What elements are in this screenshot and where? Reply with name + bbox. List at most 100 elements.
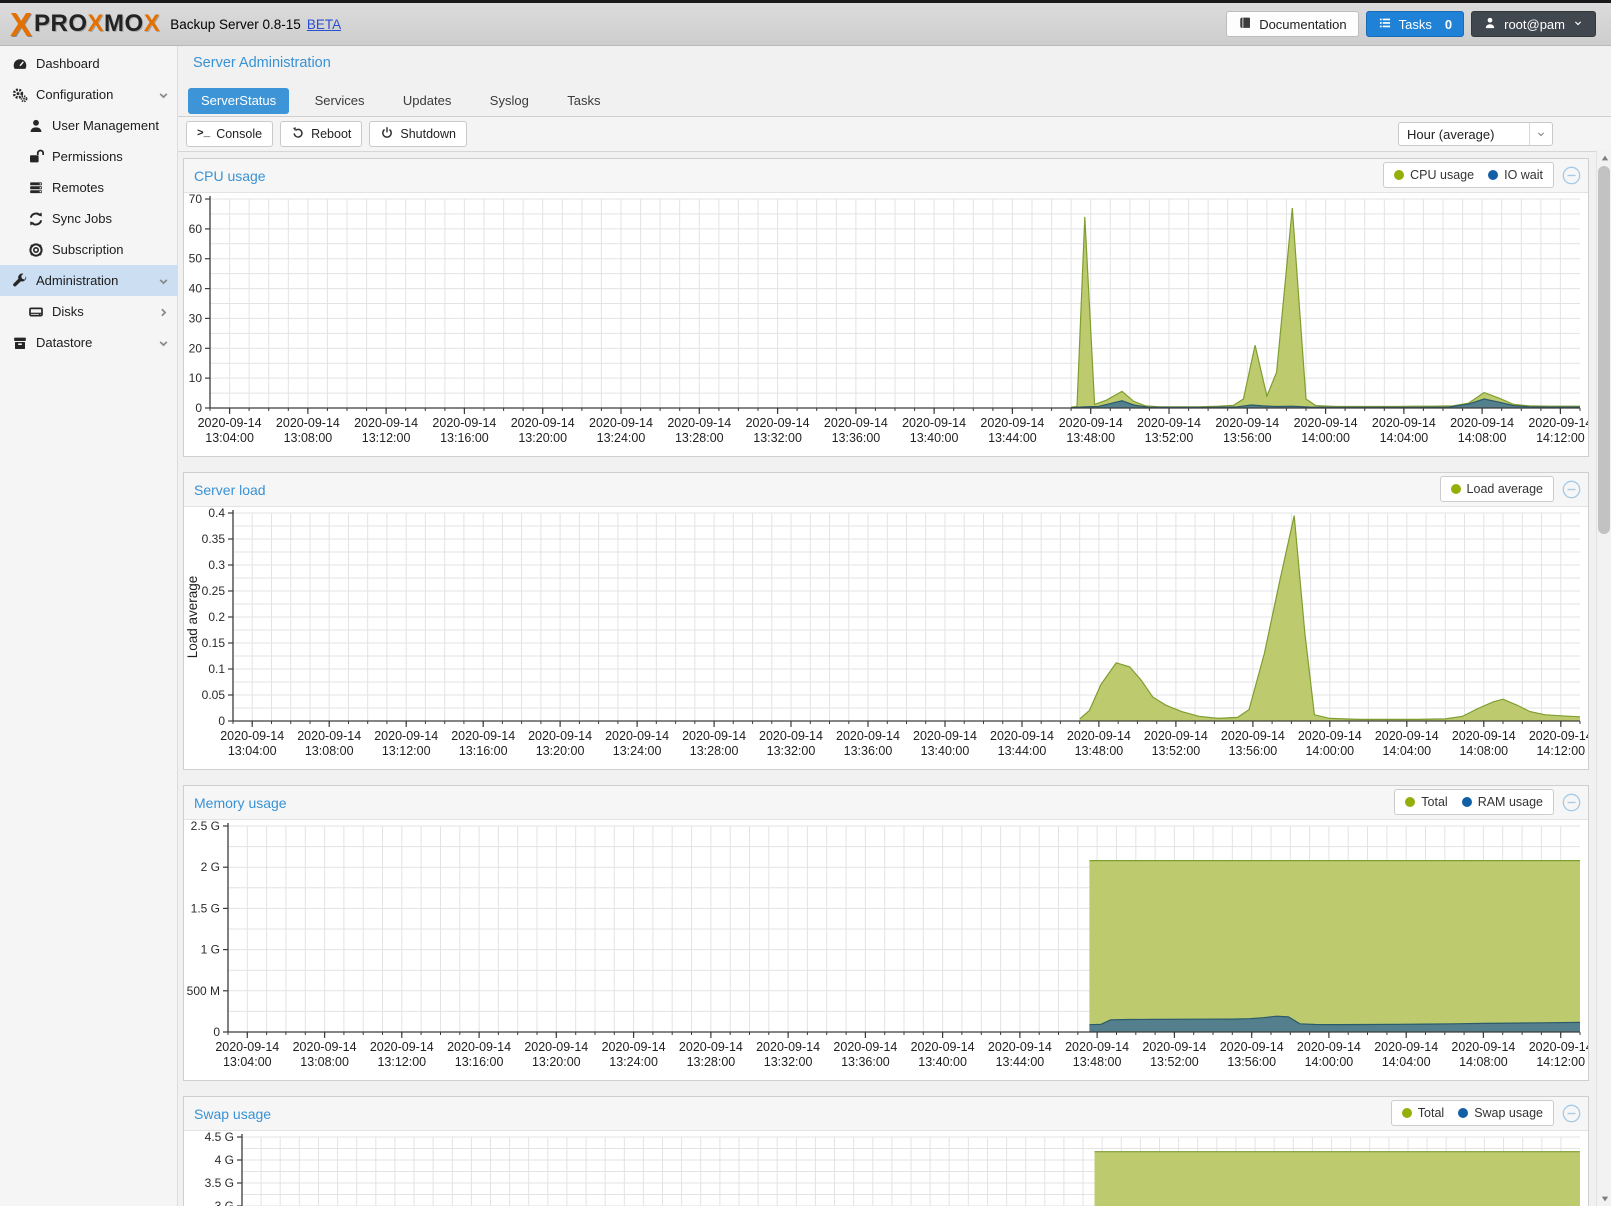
wrench-icon [12,273,28,289]
svg-text:2020-09-14: 2020-09-14 [1142,1040,1206,1054]
sidebar-item-disks[interactable]: Disks [0,296,177,327]
svg-text:4.5 G: 4.5 G [205,1131,234,1144]
top-bar: X PRO X MO X Backup Server 0.8-15 BETA Docu… [0,0,1611,46]
tab-services[interactable]: Services [314,93,365,108]
collapse-panel-icon[interactable] [1562,1104,1581,1123]
svg-text:0: 0 [218,714,225,728]
sidebar-item-sync-jobs[interactable]: Sync Jobs [0,203,177,234]
reboot-button[interactable]: Reboot [280,121,363,147]
legend-item[interactable]: CPU usage [1394,168,1474,182]
sidebar-item-remotes[interactable]: Remotes [0,172,177,203]
tab-tasks[interactable]: Tasks [567,93,601,108]
svg-text:2020-09-14: 2020-09-14 [1529,729,1588,743]
tab-syslog[interactable]: Syslog [489,93,529,108]
tasks-button[interactable]: Tasks 0 [1365,11,1465,37]
collapse-panel-icon[interactable] [1562,166,1581,185]
sidebar-item-administration[interactable]: Administration [0,265,177,296]
documentation-button[interactable]: Documentation [1226,11,1359,37]
gears-icon [12,87,28,103]
product-title: Backup Server 0.8-15 [170,16,301,32]
svg-text:13:36:00: 13:36:00 [844,744,893,758]
svg-text:2020-09-14: 2020-09-14 [1144,729,1208,743]
legend-dot-icon [1458,1108,1469,1118]
tab-updates[interactable]: Updates [402,93,452,108]
svg-text:14:00:00: 14:00:00 [1301,431,1350,445]
svg-text:2020-09-14: 2020-09-14 [679,1040,743,1054]
sidebar-item-user-management[interactable]: User Management [0,110,177,141]
chevron-down-icon[interactable] [1529,123,1552,145]
legend-item[interactable]: Swap usage [1458,1106,1543,1120]
svg-text:14:08:00: 14:08:00 [1458,431,1507,445]
chevron-down-icon [158,89,169,100]
svg-text:13:48:00: 13:48:00 [1073,1055,1122,1069]
sidebar-item-dashboard[interactable]: Dashboard [0,48,177,79]
svg-text:2020-09-14: 2020-09-14 [447,1040,511,1054]
toolbar: >_ Console Reboot Shutdown Hour (average… [178,117,1611,152]
cpu-usage-chart: 0 10 20 30 40 50 60 70 2020-09-14 13:04:00 2020-09… [184,193,1588,456]
svg-text:2020-09-14: 2020-09-14 [1059,416,1123,430]
panel-server-load: Server load Load average 0 0.05 0.1 0.15 0.2… [183,472,1589,770]
svg-text:2020-09-14: 2020-09-14 [293,1040,357,1054]
scroll-up-arrow[interactable] [1597,150,1611,165]
legend-item[interactable]: Total [1405,795,1448,809]
collapse-panel-icon[interactable] [1562,793,1581,812]
legend-item[interactable]: IO wait [1488,168,1543,182]
svg-text:2020-09-14: 2020-09-14 [602,1040,666,1054]
legend-item[interactable]: Total [1401,1106,1444,1120]
swap-usage-legend: Total Swap usage [1390,1100,1554,1126]
legend-item[interactable]: RAM usage [1461,795,1543,809]
sidebar-item-datastore[interactable]: Datastore [0,327,177,358]
sidebar-item-subscription[interactable]: Subscription [0,234,177,265]
svg-text:13:56:00: 13:56:00 [1229,744,1278,758]
svg-text:1.5 G: 1.5 G [191,901,220,915]
svg-text:2020-09-14: 2020-09-14 [836,729,900,743]
datastore-icon [12,335,28,351]
legend-item[interactable]: Load average [1450,482,1543,496]
svg-text:2020-09-14: 2020-09-14 [911,1040,975,1054]
scroll-down-arrow[interactable] [1597,1191,1611,1206]
svg-text:60: 60 [189,222,203,236]
scrollbar-thumb[interactable] [1598,166,1610,534]
svg-text:2 G: 2 G [201,860,220,874]
svg-text:13:32:00: 13:32:00 [764,1055,813,1069]
task-list-icon [1378,16,1392,33]
sidebar-item-permissions[interactable]: Permissions [0,141,177,172]
panel-title-cpu-usage: CPU usage [194,167,266,184]
svg-text:2020-09-14: 2020-09-14 [374,729,438,743]
server-load-legend: Load average [1439,476,1554,502]
server-list-icon [28,180,44,196]
svg-text:13:08:00: 13:08:00 [305,744,354,758]
sync-icon [28,211,44,227]
svg-text:0.35: 0.35 [202,532,226,546]
vertical-scrollbar[interactable] [1596,150,1611,1206]
sidebar-item-configuration[interactable]: Configuration [0,79,177,110]
svg-text:13:04:00: 13:04:00 [223,1055,272,1069]
svg-text:2020-09-14: 2020-09-14 [1451,1040,1515,1054]
svg-text:30: 30 [189,311,203,325]
beta-link[interactable]: BETA [306,16,342,32]
svg-text:13:28:00: 13:28:00 [687,1055,736,1069]
svg-text:13:40:00: 13:40:00 [921,744,970,758]
legend-dot-icon [1488,170,1499,180]
svg-text:14:12:00: 14:12:00 [1536,1055,1585,1069]
power-icon [380,126,394,143]
svg-text:10: 10 [189,371,203,385]
user-menu-button[interactable]: root@pam [1471,11,1596,37]
collapse-panel-icon[interactable] [1562,480,1581,499]
server-load-chart: 0 0.05 0.1 0.15 0.2 0.25 0.3 0.35 0.4 2020-09-14 1… [184,507,1588,769]
disk-icon [28,304,44,320]
svg-text:0.25: 0.25 [202,584,226,598]
reboot-icon [291,126,305,143]
svg-text:2020-09-14: 2020-09-14 [297,729,361,743]
svg-text:2020-09-14: 2020-09-14 [528,729,592,743]
tasks-count-badge: 0 [1444,16,1453,32]
console-button[interactable]: >_ Console [186,121,274,147]
svg-text:13:44:00: 13:44:00 [988,431,1037,445]
svg-text:2020-09-14: 2020-09-14 [1375,729,1439,743]
svg-text:2020-09-14: 2020-09-14 [833,1040,897,1054]
timeframe-select[interactable]: Hour (average) [1398,122,1553,146]
shutdown-button[interactable]: Shutdown [369,121,467,147]
svg-text:3.5 G: 3.5 G [205,1176,234,1190]
tab-serverstatus[interactable]: ServerStatus [188,88,290,114]
svg-text:13:24:00: 13:24:00 [613,744,662,758]
